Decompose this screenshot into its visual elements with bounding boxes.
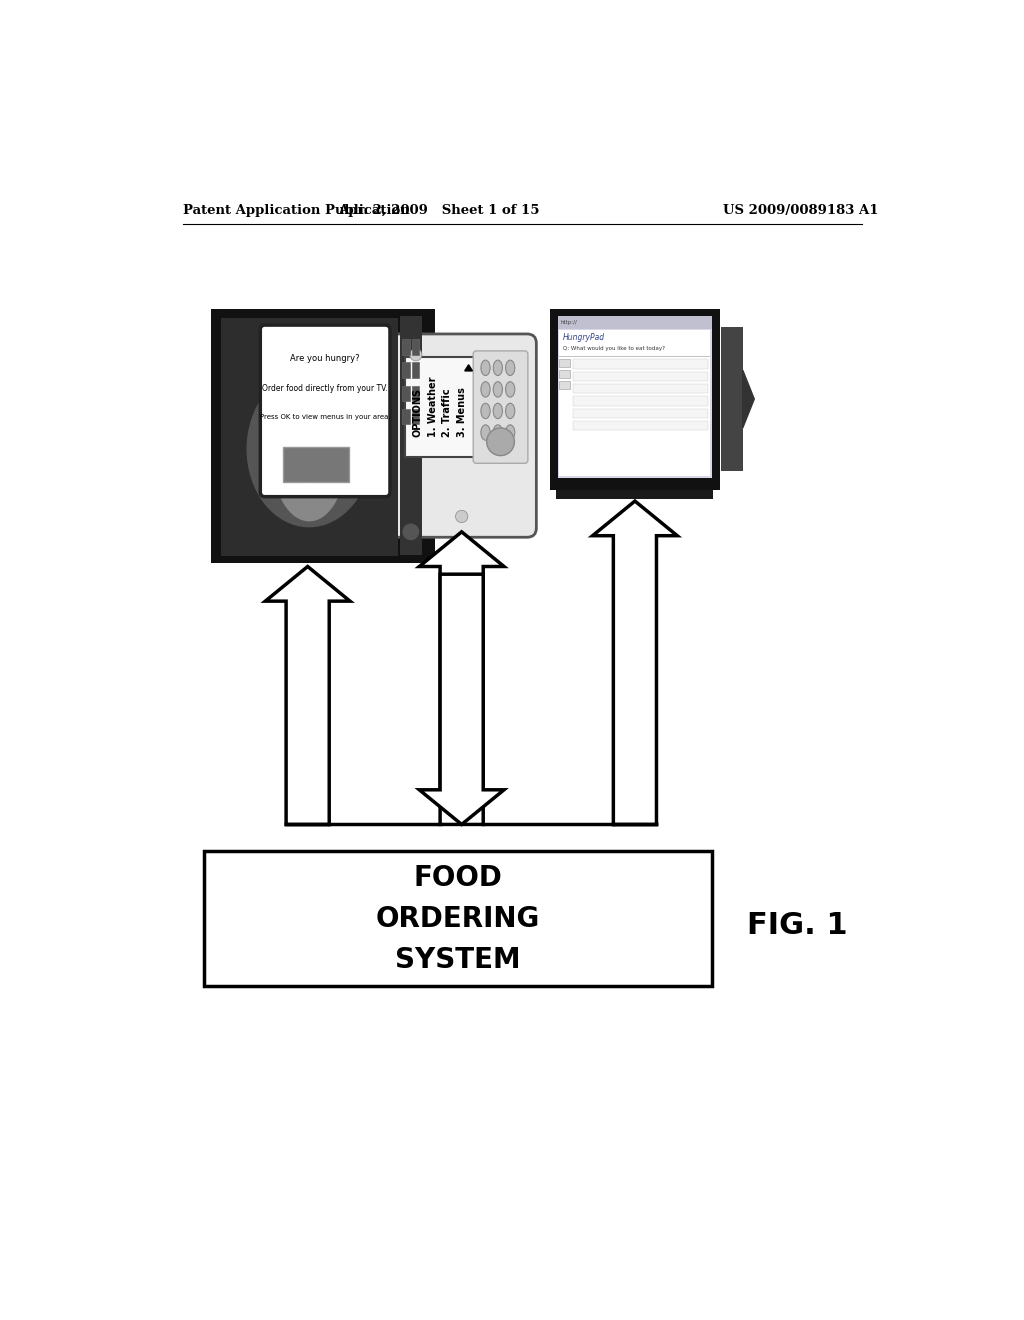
Circle shape <box>288 380 331 422</box>
Ellipse shape <box>494 381 503 397</box>
Ellipse shape <box>506 425 515 441</box>
Ellipse shape <box>481 404 490 418</box>
Ellipse shape <box>494 425 503 441</box>
Text: Patent Application Publication: Patent Application Publication <box>183 205 410 218</box>
Bar <box>559 381 570 388</box>
Bar <box>721 326 742 471</box>
Bar <box>229 321 430 550</box>
Ellipse shape <box>506 360 515 376</box>
Ellipse shape <box>506 404 515 418</box>
Text: Are you hungry?: Are you hungry? <box>291 355 360 363</box>
Bar <box>559 370 570 378</box>
Polygon shape <box>593 502 677 825</box>
Text: http://: http:// <box>561 319 578 325</box>
Bar <box>330 803 613 846</box>
Bar <box>573 372 708 381</box>
Circle shape <box>456 511 468 523</box>
Text: Menus: Menus <box>303 483 329 492</box>
FancyBboxPatch shape <box>387 334 537 537</box>
Bar <box>559 359 570 367</box>
Polygon shape <box>742 370 755 428</box>
Circle shape <box>410 348 422 360</box>
Bar <box>412 385 419 401</box>
Bar <box>556 490 714 499</box>
Circle shape <box>403 524 419 540</box>
Bar <box>573 396 708 405</box>
Bar <box>400 317 422 554</box>
Ellipse shape <box>494 404 503 418</box>
FancyBboxPatch shape <box>260 325 390 496</box>
Text: FOOD
ORDERING
SYSTEM: FOOD ORDERING SYSTEM <box>376 863 540 974</box>
Bar <box>412 339 419 355</box>
Ellipse shape <box>481 360 490 376</box>
Text: FIG. 1: FIG. 1 <box>746 911 847 940</box>
Text: OPTIONS
1. Weather
2. Traffic
3. Menus: OPTIONS 1. Weather 2. Traffic 3. Menus <box>413 378 467 437</box>
Bar <box>412 409 419 424</box>
Bar <box>573 409 708 418</box>
Bar <box>211 309 435 562</box>
Polygon shape <box>265 566 350 825</box>
FancyBboxPatch shape <box>473 351 528 463</box>
Bar <box>402 363 410 378</box>
Text: Apr. 2, 2009   Sheet 1 of 15: Apr. 2, 2009 Sheet 1 of 15 <box>338 205 540 218</box>
Polygon shape <box>465 364 472 371</box>
Bar <box>550 309 720 490</box>
Bar <box>406 358 475 457</box>
Bar <box>283 446 349 482</box>
Ellipse shape <box>494 360 503 376</box>
Text: Order food directly from your TV.: Order food directly from your TV. <box>262 384 388 392</box>
Ellipse shape <box>273 401 345 520</box>
Ellipse shape <box>506 381 515 397</box>
Bar <box>559 330 711 477</box>
Bar <box>558 317 712 478</box>
Text: HungryPad: HungryPad <box>562 333 604 342</box>
Ellipse shape <box>481 381 490 397</box>
Bar <box>402 339 410 355</box>
Circle shape <box>486 428 514 455</box>
Bar <box>402 385 410 401</box>
Bar <box>573 421 708 430</box>
Bar <box>573 384 708 393</box>
Text: US 2009/0089183 A1: US 2009/0089183 A1 <box>724 205 879 218</box>
Bar <box>402 409 410 424</box>
Polygon shape <box>419 574 504 825</box>
Bar <box>204 851 712 986</box>
Bar <box>220 318 397 557</box>
Text: Q: What would you like to eat today?: Q: What would you like to eat today? <box>562 346 665 351</box>
Bar <box>412 363 419 378</box>
Ellipse shape <box>481 425 490 441</box>
Polygon shape <box>419 532 504 825</box>
Bar <box>558 317 712 329</box>
Text: Press OK to view menus in your area.: Press OK to view menus in your area. <box>260 414 390 420</box>
Bar <box>573 359 708 368</box>
Ellipse shape <box>247 371 371 527</box>
